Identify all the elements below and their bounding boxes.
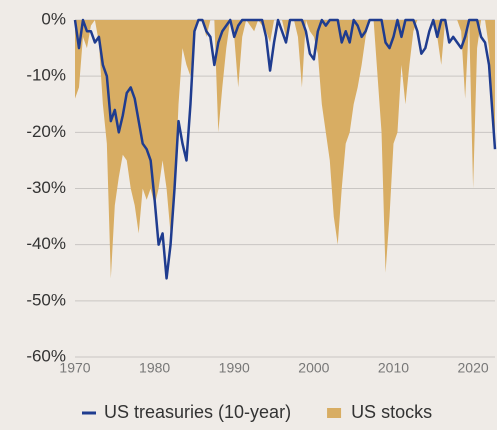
x-tick-label: 2000 bbox=[298, 360, 329, 376]
x-tick-label: 1990 bbox=[219, 360, 250, 376]
x-tick-label: 1970 bbox=[59, 360, 90, 376]
line bbox=[73, 18, 497, 280]
legend-label: US treasuries (10-year) bbox=[104, 402, 291, 422]
y-tick-label: -30% bbox=[26, 178, 66, 197]
y-tick-label: -20% bbox=[26, 122, 66, 141]
x-tick-label: 2010 bbox=[378, 360, 409, 376]
y-tick-label: -60% bbox=[26, 346, 66, 365]
y-tick-label: -50% bbox=[26, 290, 66, 309]
x-tick-label: 2020 bbox=[458, 360, 489, 376]
x-tick-label: 1980 bbox=[139, 360, 170, 376]
legend-swatch bbox=[327, 408, 342, 418]
area bbox=[75, 20, 495, 279]
y-tick-label: -40% bbox=[26, 234, 66, 253]
legend-label: US stocks bbox=[351, 402, 432, 422]
y-tick-label: 0% bbox=[41, 9, 66, 28]
y-tick-label: -10% bbox=[26, 66, 66, 85]
